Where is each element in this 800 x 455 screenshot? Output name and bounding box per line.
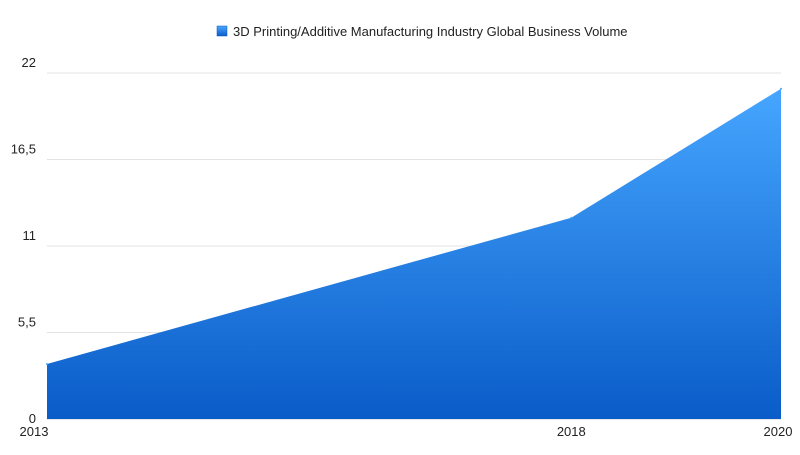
y-tick-label: 0 <box>29 411 36 426</box>
x-axis-ticks: 2013 2018 2020 <box>20 424 793 439</box>
data-point <box>46 362 48 365</box>
x-tick-label: 2018 <box>557 424 586 439</box>
x-tick-label: 2013 <box>20 424 49 439</box>
y-axis-ticks: 0 5,5 11 16,5 22 <box>11 55 36 426</box>
legend: 3D Printing/Additive Manufacturing Indus… <box>216 24 628 39</box>
y-tick-label: 22 <box>22 55 36 70</box>
x-tick-label: 2020 <box>764 424 793 439</box>
legend-label: 3D Printing/Additive Manufacturing Indus… <box>233 24 628 39</box>
y-tick-label: 16,5 <box>11 142 36 157</box>
y-tick-label: 11 <box>23 228 37 243</box>
y-tick-label: 5,5 <box>18 315 36 330</box>
legend-swatch <box>216 25 228 37</box>
data-point <box>570 216 573 219</box>
area-series <box>46 87 782 420</box>
data-point <box>780 87 782 90</box>
area-fill <box>47 88 781 420</box>
